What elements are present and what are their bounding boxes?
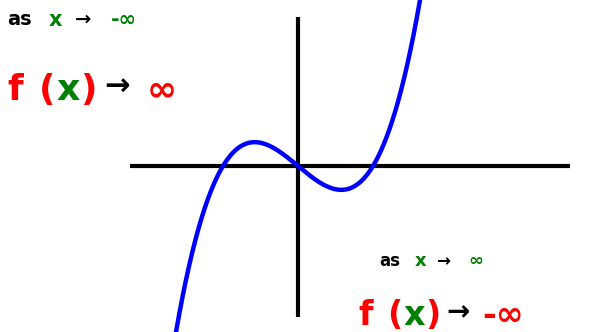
Text: ): ) bbox=[425, 299, 441, 332]
Text: (: ( bbox=[387, 299, 402, 332]
Text: as: as bbox=[7, 10, 32, 29]
Text: f: f bbox=[7, 73, 23, 107]
Text: →: → bbox=[75, 10, 91, 29]
Text: x: x bbox=[57, 73, 80, 107]
Text: →: → bbox=[447, 299, 470, 327]
Text: ∞: ∞ bbox=[469, 252, 484, 270]
Text: (: ( bbox=[39, 73, 56, 107]
Text: as: as bbox=[379, 252, 400, 270]
Text: x: x bbox=[404, 299, 425, 332]
Text: →: → bbox=[436, 252, 450, 270]
Text: →: → bbox=[104, 73, 130, 102]
Text: -∞: -∞ bbox=[110, 10, 137, 30]
Text: f: f bbox=[358, 299, 373, 332]
Text: ): ) bbox=[81, 73, 97, 107]
Text: -∞: -∞ bbox=[482, 299, 524, 332]
Text: x: x bbox=[49, 10, 63, 30]
Text: ∞: ∞ bbox=[146, 73, 176, 107]
Text: x: x bbox=[415, 252, 426, 270]
